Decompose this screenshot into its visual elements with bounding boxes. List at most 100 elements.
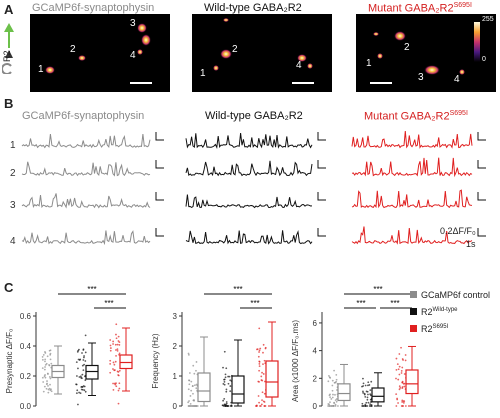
roi-label: 1 xyxy=(366,58,372,69)
data-point xyxy=(192,405,195,407)
y-tick-label: 0 xyxy=(313,402,318,411)
data-point xyxy=(330,398,333,400)
data-point xyxy=(195,369,197,372)
data-point xyxy=(46,355,49,358)
data-point xyxy=(109,371,112,374)
y-tick-label: 1 xyxy=(173,372,178,381)
data-point xyxy=(115,349,117,351)
data-point xyxy=(263,405,266,407)
data-point xyxy=(190,389,193,392)
data-point xyxy=(262,363,264,366)
legend: GCaMP6f control R2Wild-type R2S695I xyxy=(410,288,490,337)
y-tick-label: 4 xyxy=(313,347,318,356)
data-point xyxy=(367,381,370,384)
data-point xyxy=(397,402,399,404)
data-point xyxy=(84,379,87,382)
data-point xyxy=(398,385,401,388)
data-point xyxy=(81,352,83,354)
data-point xyxy=(261,399,263,402)
data-point xyxy=(362,405,364,407)
data-point xyxy=(362,391,365,394)
box xyxy=(405,369,419,395)
data-point xyxy=(260,403,263,406)
trace-line xyxy=(351,226,473,245)
data-point xyxy=(258,360,261,363)
data-point xyxy=(264,380,266,383)
trace-line xyxy=(185,194,313,209)
data-point xyxy=(328,376,331,379)
data-point xyxy=(79,375,82,378)
trace-scale-bar xyxy=(317,132,326,141)
data-point xyxy=(224,376,227,379)
data-point xyxy=(335,400,338,403)
data-point xyxy=(75,392,78,395)
data-point xyxy=(229,390,232,393)
data-point xyxy=(335,374,338,376)
data-point xyxy=(223,350,226,353)
roi-label: 2 xyxy=(404,42,410,53)
y-tick-label: 0.6 xyxy=(20,312,32,321)
data-point xyxy=(399,386,402,389)
data-point xyxy=(363,392,366,395)
colorbar-max: 255 xyxy=(482,16,494,23)
data-point xyxy=(398,365,401,368)
data-point xyxy=(361,385,363,388)
data-point xyxy=(257,395,260,397)
data-point xyxy=(109,349,112,352)
data-point xyxy=(328,405,331,407)
data-point xyxy=(117,371,120,373)
data-point xyxy=(403,385,406,388)
data-point xyxy=(227,375,230,378)
data-point xyxy=(367,384,369,387)
data-point xyxy=(44,376,47,379)
data-point xyxy=(404,359,407,362)
data-point xyxy=(81,364,84,367)
data-point xyxy=(118,387,121,390)
data-point xyxy=(41,356,44,358)
data-point xyxy=(401,399,404,402)
y-tick-label: 2 xyxy=(313,374,318,383)
data-point xyxy=(401,381,404,384)
data-point xyxy=(77,367,79,370)
box xyxy=(119,354,133,370)
roi-label: 3 xyxy=(130,18,136,29)
box xyxy=(337,383,351,402)
data-point xyxy=(335,398,338,400)
data-point xyxy=(401,366,404,369)
data-point xyxy=(77,349,80,352)
data-point xyxy=(118,341,121,344)
data-point xyxy=(398,388,401,391)
data-point xyxy=(398,373,401,376)
data-point xyxy=(401,401,404,403)
data-point xyxy=(332,393,334,396)
data-point xyxy=(50,390,53,393)
data-point xyxy=(258,380,260,383)
data-point xyxy=(224,373,227,376)
data-point xyxy=(196,405,199,407)
data-point xyxy=(79,392,82,395)
data-point xyxy=(225,402,228,405)
data-point xyxy=(112,368,114,370)
data-point xyxy=(112,388,115,391)
data-point xyxy=(258,401,260,404)
y-tick-label: 3 xyxy=(173,312,178,321)
data-point xyxy=(369,403,372,406)
data-point xyxy=(45,383,48,386)
data-point xyxy=(83,363,85,366)
significance-label: *** xyxy=(356,299,365,308)
scale-time-label: 1s xyxy=(466,239,476,249)
panel-c-label: C xyxy=(4,280,14,295)
data-point xyxy=(47,373,49,375)
trace-scale-bar xyxy=(477,160,486,169)
data-point xyxy=(118,352,121,355)
data-point xyxy=(115,333,117,336)
data-point xyxy=(364,405,367,407)
data-point xyxy=(366,396,369,399)
data-point xyxy=(226,405,229,407)
data-point xyxy=(192,364,195,367)
trace-scale-bar xyxy=(477,132,486,141)
roi-label: 2 xyxy=(70,44,76,55)
data-point xyxy=(229,385,232,387)
trace-scale-bar xyxy=(155,228,164,237)
data-point xyxy=(115,354,117,357)
